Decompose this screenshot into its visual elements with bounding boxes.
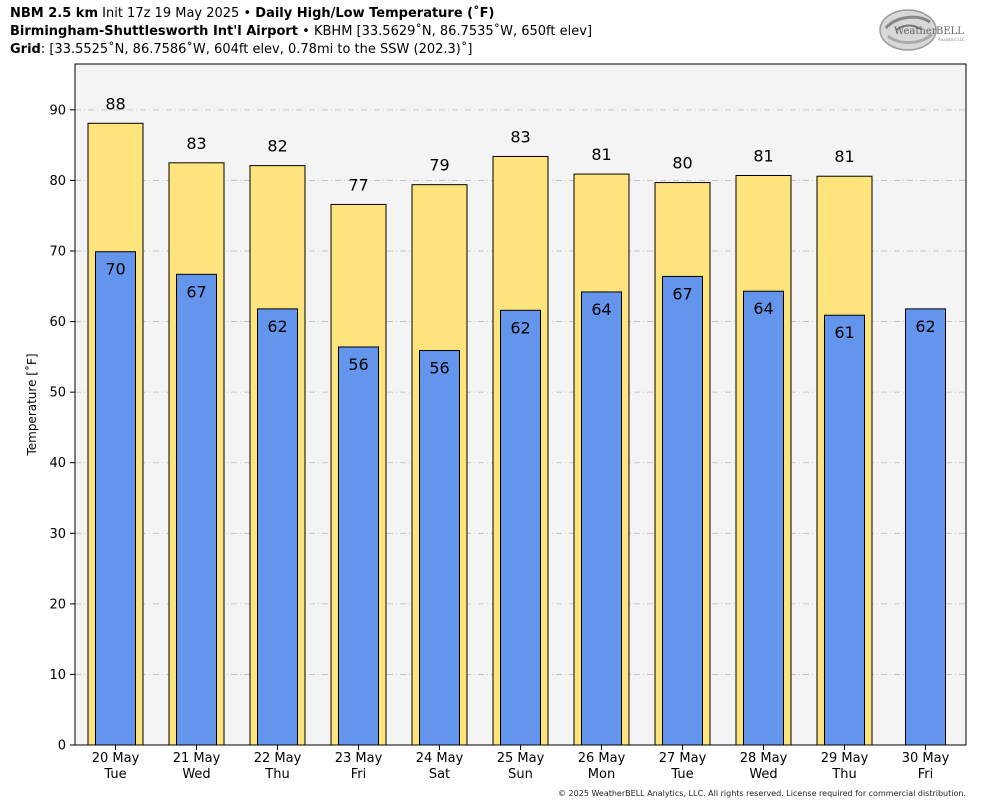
high-label: 81 — [753, 147, 773, 166]
header-line-3: Grid: [33.5525˚N, 86.7586˚W, 604ft elev,… — [10, 42, 472, 58]
chart-title: Daily High/Low Temperature (˚F) — [255, 6, 495, 21]
low-label: 62 — [267, 317, 287, 336]
low-bar — [95, 251, 136, 746]
x-tick-label-date: 24 May — [416, 751, 464, 766]
high-label: 81 — [591, 145, 611, 164]
high-label: 83 — [186, 134, 206, 153]
low-bar — [419, 350, 460, 746]
low-bar — [662, 275, 703, 746]
high-label: 77 — [348, 175, 368, 194]
header-line-2: Birmingham-Shuttlesworth Int'l Airport •… — [10, 24, 592, 40]
low-bar — [824, 314, 865, 746]
x-tick-label-day: Thu — [264, 767, 289, 782]
low-label: 62 — [510, 318, 530, 337]
low-label: 67 — [186, 282, 206, 301]
low-label: 64 — [753, 299, 773, 318]
grid-info: : [33.5525˚N, 86.7586˚W, 604ft elev, 0.7… — [40, 42, 473, 57]
logo-subtext: Analytics LLC — [938, 37, 965, 42]
high-label: 79 — [429, 156, 449, 175]
low-bar — [905, 308, 946, 746]
low-label: 67 — [672, 284, 692, 303]
x-tick-label-date: 21 May — [173, 751, 221, 766]
low-label: 70 — [105, 260, 125, 279]
grid-label: Grid — [10, 42, 41, 57]
bars — [87, 122, 946, 746]
low-label: 56 — [348, 355, 368, 374]
bullet: • — [302, 24, 310, 39]
station-info: KBHM [33.5629˚N, 86.7535˚W, 650ft elev] — [313, 24, 593, 39]
y-tick-label: 40 — [49, 456, 66, 471]
y-tick-label: 0 — [58, 739, 66, 754]
x-tick-label-day: Wed — [182, 767, 210, 782]
x-tick-label-date: 26 May — [578, 751, 626, 766]
x-tick-label-date: 23 May — [335, 751, 383, 766]
low-label: 56 — [429, 359, 449, 378]
x-tick-label-date: 29 May — [821, 751, 869, 766]
x-tick-label-day: Sun — [508, 767, 533, 782]
header-line-1: NBM 2.5 km Init 17z 19 May 2025 • Daily … — [10, 6, 494, 22]
x-tick-label-day: Fri — [351, 767, 367, 782]
x-tick-label-date: 27 May — [659, 751, 707, 766]
y-axis: 0 10 20 30 40 50 60 70 80 90 — [49, 103, 75, 754]
low-label: 62 — [915, 317, 935, 336]
x-tick-label-date: 25 May — [497, 751, 545, 766]
x-tick-label-day: Fri — [918, 767, 934, 782]
y-tick-label: 80 — [49, 174, 66, 189]
bar-labels: 88 70 83 67 82 62 77 56 79 56 83 62 81 64 80 67 81 64 81 61… — [105, 94, 935, 377]
high-label: 81 — [834, 147, 854, 166]
x-tick-label-day: Wed — [749, 767, 777, 782]
init-time: Init 17z 19 May 2025 — [102, 6, 240, 21]
high-label: 80 — [672, 154, 692, 173]
x-tick-label-day: Tue — [670, 767, 693, 782]
y-tick-label: 10 — [49, 668, 66, 683]
copyright: © 2025 WeatherBELL Analytics, LLC. All r… — [558, 789, 966, 798]
low-bar — [176, 273, 217, 746]
low-bar — [581, 291, 622, 746]
x-tick-label-date: 22 May — [254, 751, 302, 766]
y-tick-label: 50 — [49, 386, 66, 401]
low-bar — [743, 290, 784, 746]
x-tick-label-day: Sat — [429, 767, 450, 782]
logo-text-bold: BELL — [936, 26, 964, 37]
bullet: • — [243, 6, 252, 21]
y-tick-label: 20 — [49, 597, 66, 612]
low-label: 61 — [834, 323, 854, 342]
y-tick-label: 30 — [49, 527, 66, 542]
low-bar — [257, 308, 298, 746]
x-tick-label-date: 20 May — [92, 751, 140, 766]
high-label: 83 — [510, 127, 530, 146]
x-tick-label-date: 28 May — [740, 751, 788, 766]
x-tick-label-day: Mon — [588, 767, 615, 782]
y-tick-label: 70 — [49, 245, 66, 260]
x-tick-label-day: Tue — [103, 767, 126, 782]
low-label: 64 — [591, 300, 611, 319]
weatherbell-logo: Weather BELL Analytics LLC — [879, 9, 965, 51]
low-bar — [338, 346, 379, 746]
y-axis-label: Temperature [˚F] — [24, 353, 39, 456]
x-tick-label-day: Thu — [831, 767, 856, 782]
station-name: Birmingham-Shuttlesworth Int'l Airport — [10, 24, 299, 39]
model-name: NBM 2.5 km — [10, 6, 98, 21]
y-tick-label: 60 — [49, 315, 66, 330]
low-bar — [500, 309, 541, 746]
high-label: 88 — [105, 94, 125, 113]
high-label: 82 — [267, 137, 287, 156]
x-tick-label-date: 30 May — [902, 751, 950, 766]
logo-text: Weather — [894, 26, 937, 37]
y-tick-label: 90 — [49, 103, 66, 118]
